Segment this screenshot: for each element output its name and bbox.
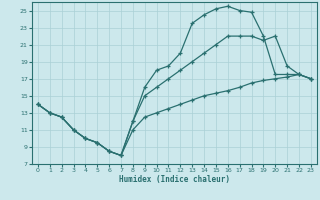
X-axis label: Humidex (Indice chaleur): Humidex (Indice chaleur) (119, 175, 230, 184)
